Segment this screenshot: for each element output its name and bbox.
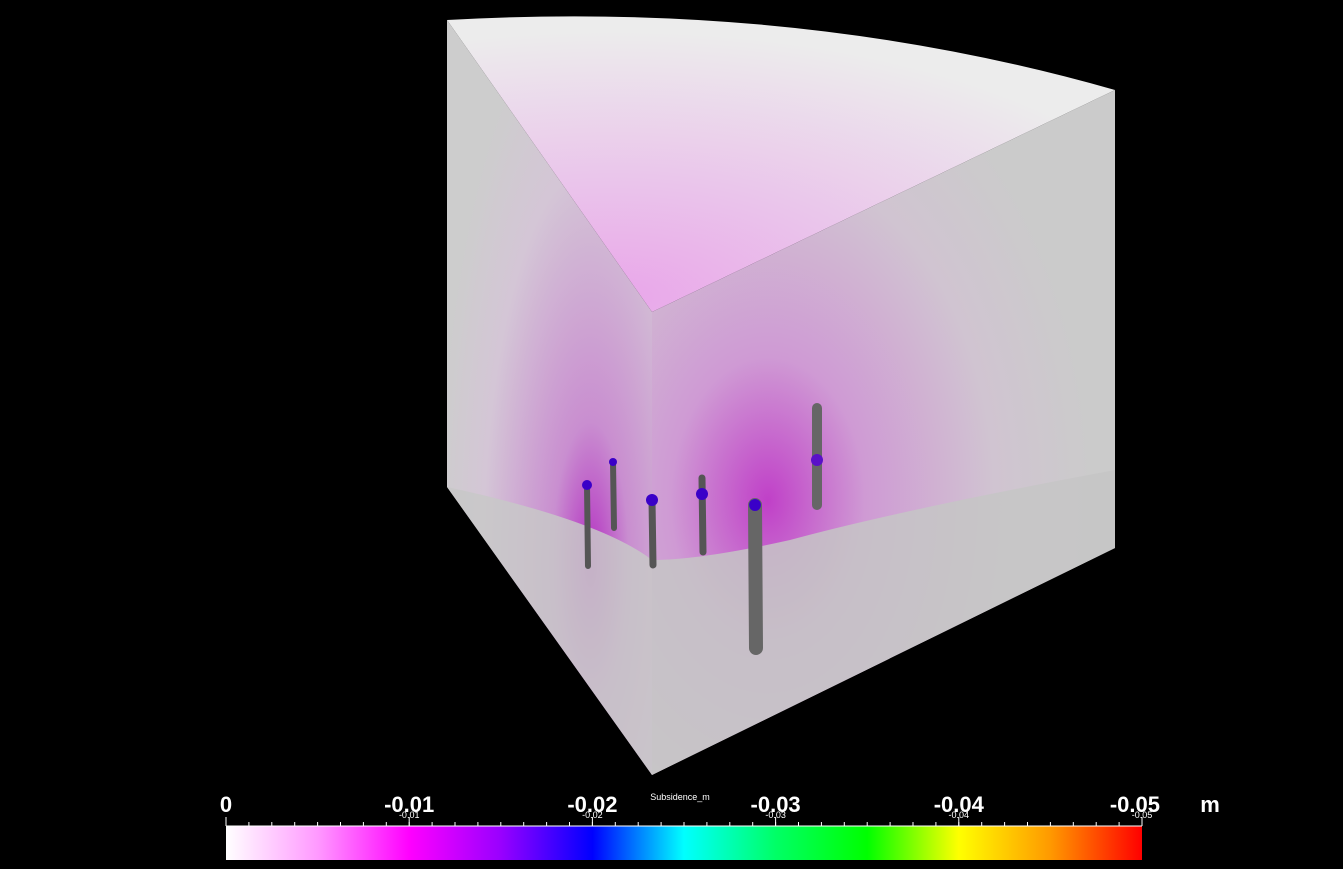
colorbar	[226, 826, 1142, 860]
minor-tick-label: -0.03	[765, 810, 786, 820]
colorbar-title: Subsidence_m	[650, 792, 710, 802]
minor-tick-label: -0.05	[1132, 810, 1153, 820]
minor-tick-label: -0.01	[399, 810, 420, 820]
minor-tick-label: -0.02	[582, 810, 603, 820]
viewport: Subsidence_m m 0 -0.01 -0.02 -0.03 -0.04 -0.0…	[0, 0, 1343, 869]
colorbar-unit: m	[1200, 792, 1220, 817]
tick-label: 0	[220, 792, 232, 817]
minor-tick-label: -0.04	[949, 810, 970, 820]
